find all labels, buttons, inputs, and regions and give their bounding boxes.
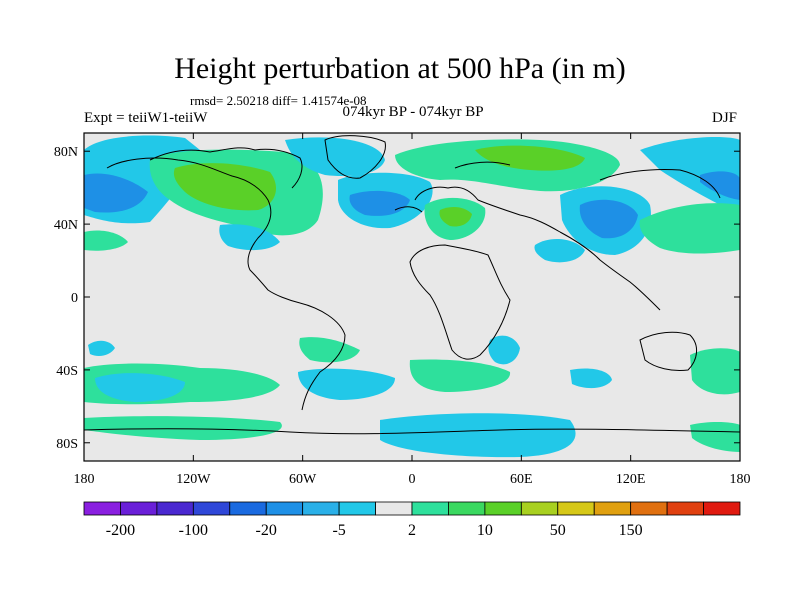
colorbar-swatch bbox=[156, 501, 194, 516]
colorbar-swatch bbox=[265, 501, 304, 516]
y-tick-label: 80S bbox=[56, 437, 78, 452]
anomaly-blob bbox=[488, 335, 520, 365]
colorbar-swatch bbox=[411, 501, 449, 516]
experiment-label: Expt = teiiW1-teiiW bbox=[84, 110, 208, 126]
anomaly-blob bbox=[534, 238, 585, 263]
colorbar: -200 -100 -20 -5 2 10 50 150 bbox=[83, 501, 741, 539]
anomaly-blob bbox=[690, 421, 740, 452]
anomaly-blob bbox=[298, 368, 395, 400]
anomaly-blob bbox=[690, 348, 740, 395]
anomaly-blob bbox=[570, 368, 612, 389]
colorbar-swatch bbox=[192, 501, 231, 516]
stats-line: rmsd= 2.50218 diff= 1.41574e-08 bbox=[190, 93, 367, 108]
anomaly-blob bbox=[88, 340, 115, 356]
x-tick-label: 120E bbox=[616, 472, 646, 487]
colorbar-swatch bbox=[484, 501, 522, 516]
colorbar-swatch bbox=[375, 501, 413, 516]
anomaly-blob bbox=[475, 145, 585, 171]
anomaly-blob bbox=[84, 230, 128, 251]
colorbar-swatch bbox=[120, 501, 158, 516]
x-tick-label: 60E bbox=[510, 472, 533, 487]
x-tick-label: 120W bbox=[176, 472, 211, 487]
colorbar-swatch bbox=[302, 501, 340, 516]
anomaly-blob bbox=[439, 206, 472, 227]
colorbar-swatch bbox=[630, 501, 668, 516]
colorbar-swatch bbox=[593, 501, 632, 516]
anomaly-blob bbox=[84, 416, 282, 440]
colorbar-label: 150 bbox=[619, 522, 643, 539]
x-axis: 180 120W 60W 0 60E 120E 180 bbox=[74, 133, 751, 487]
x-tick-label: 0 bbox=[409, 472, 416, 487]
colorbar-label: -200 bbox=[106, 522, 135, 539]
y-tick-label: 80N bbox=[54, 145, 78, 160]
y-tick-label: 40S bbox=[56, 364, 78, 379]
colorbar-label: -100 bbox=[179, 522, 208, 539]
y-axis: 80N 40N 0 40S 80S bbox=[54, 145, 740, 452]
y-tick-label: 40N bbox=[54, 218, 78, 233]
x-tick-label: 60W bbox=[289, 472, 317, 487]
colorbar-swatch bbox=[520, 501, 559, 516]
anomaly-blob bbox=[380, 413, 576, 458]
x-tick-label: 180 bbox=[730, 472, 751, 487]
colorbar-label: 2 bbox=[408, 522, 416, 539]
colorbar-swatch bbox=[703, 501, 741, 516]
anomaly-blob bbox=[409, 359, 511, 392]
anomaly-blob bbox=[84, 173, 148, 213]
coastlines bbox=[84, 135, 740, 435]
colorbar-swatch bbox=[666, 501, 704, 516]
y-tick-label: 0 bbox=[71, 291, 78, 306]
colorbar-label: 10 bbox=[477, 522, 493, 539]
colorbar-label: 50 bbox=[550, 522, 566, 539]
colorbar-swatch bbox=[338, 501, 376, 516]
colorbar-swatch bbox=[557, 501, 595, 516]
colorbar-label: -5 bbox=[332, 522, 345, 539]
anomaly-blob bbox=[639, 203, 740, 254]
anomaly-blob bbox=[579, 199, 638, 239]
anomaly-blob bbox=[285, 137, 385, 177]
anomaly-blob bbox=[95, 373, 185, 402]
anomaly-fields bbox=[84, 135, 740, 458]
plot-title: Height perturbation at 500 hPa (in m) bbox=[174, 52, 626, 85]
colorbar-swatch bbox=[448, 501, 486, 516]
anomaly-blob bbox=[700, 171, 740, 200]
anomaly-blob bbox=[299, 337, 360, 363]
colorbar-swatch bbox=[229, 501, 267, 516]
season-label: DJF bbox=[712, 110, 738, 126]
x-tick-label: 180 bbox=[74, 472, 95, 487]
anomaly-blob bbox=[640, 137, 740, 215]
anomaly-blob bbox=[173, 163, 277, 211]
period-label: 074kyr BP - 074kyr BP bbox=[342, 104, 484, 120]
colorbar-swatch bbox=[83, 501, 121, 516]
colorbar-label: -20 bbox=[256, 522, 277, 539]
